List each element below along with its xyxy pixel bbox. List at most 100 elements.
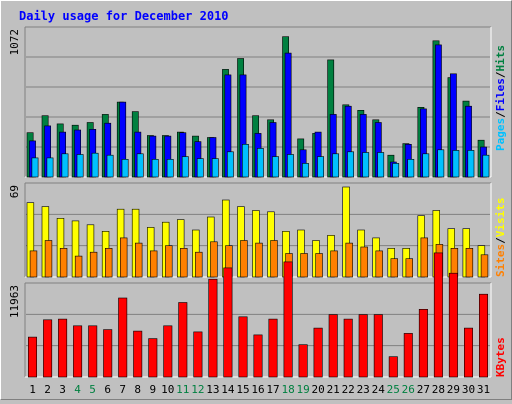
bar-sites-day-13 (210, 241, 218, 278)
x-tick-label-day-8: 8 (134, 383, 141, 396)
bar-pages-day-7 (121, 159, 129, 178)
bar-kbytes-day-1 (27, 336, 37, 378)
bar-kbytes-day-23 (358, 314, 368, 378)
bar-kbytes-day-10 (163, 325, 173, 378)
bar-sites-day-26 (405, 258, 413, 278)
bar-kbytes-day-16 (253, 334, 263, 378)
bar-pages-day-21 (332, 153, 339, 178)
legend-text: KBytes (494, 337, 507, 377)
bar-kbytes-day-22 (343, 318, 353, 378)
x-tick-label-day-7: 7 (119, 383, 126, 396)
legend-item-files: Files (494, 78, 507, 111)
bar-pages-day-10 (166, 159, 174, 178)
legend-item-visits: Visits (494, 198, 507, 238)
bar-sites-day-3 (59, 248, 68, 278)
chart-title: Daily usage for December 2010 (19, 9, 229, 23)
bar-kbytes-day-26 (403, 333, 413, 378)
bar-sites-day-19 (300, 253, 308, 278)
bar-pages-day-9 (151, 159, 159, 178)
bar-kbytes-day-2 (43, 319, 53, 378)
x-tick-label-day-3: 3 (59, 383, 66, 396)
bar-kbytes-day-7 (118, 297, 128, 378)
x-tick-label-day-27: 27 (417, 383, 430, 396)
panel-max-label: 1072 (8, 29, 21, 56)
bar-sites-day-12 (195, 251, 203, 278)
x-tick-label-day-12: 12 (191, 383, 204, 396)
bar-pages-day-15 (242, 144, 249, 178)
bar-kbytes-day-4 (73, 325, 83, 378)
x-tick-label-day-31: 31 (477, 383, 490, 396)
bar-kbytes-day-17 (268, 318, 278, 378)
bar-kbytes-day-28 (433, 252, 443, 378)
bar-kbytes-day-6 (103, 329, 113, 378)
panel-max-label: 69 (8, 185, 21, 198)
bar-pages-day-28 (437, 149, 445, 178)
x-tick-label-day-14: 14 (221, 383, 235, 396)
bar-pages-day-6 (106, 154, 114, 178)
bar-pages-day-8 (136, 153, 144, 178)
x-tick-label-day-9: 9 (149, 383, 156, 396)
bar-sites-day-22 (345, 242, 353, 278)
x-tick-label-day-21: 21 (327, 383, 340, 396)
bar-sites-day-4 (74, 255, 83, 278)
bar-kbytes-day-5 (88, 325, 98, 378)
bar-kbytes-day-25 (388, 356, 398, 378)
bar-sites-day-1 (29, 250, 38, 278)
bar-pages-day-25 (392, 163, 400, 178)
bar-pages-day-27 (422, 153, 430, 178)
bar-kbytes-day-19 (298, 344, 308, 378)
x-tick-label-day-18: 18 (281, 383, 294, 396)
bar-pages-day-31 (482, 154, 490, 178)
bar-sites-day-11 (180, 248, 188, 278)
bar-kbytes-day-24 (373, 314, 383, 378)
x-tick-label-day-26: 26 (402, 383, 415, 396)
x-tick-label-day-30: 30 (462, 383, 475, 396)
bar-sites-day-17 (270, 240, 278, 278)
x-tick-label-day-1: 1 (29, 383, 36, 396)
bar-sites-day-25 (390, 258, 398, 278)
legend-separator: / (494, 237, 507, 244)
bar-kbytes-day-15 (238, 316, 248, 378)
bar-pages-day-1 (31, 157, 39, 178)
legend-text: Pages/Files/Hits (494, 45, 507, 151)
bar-pages-day-23 (362, 152, 370, 178)
bar-kbytes-day-29 (448, 272, 458, 378)
bar-sites-day-16 (255, 242, 263, 278)
bar-kbytes-day-31 (478, 293, 488, 378)
legend-separator: / (494, 71, 507, 78)
bar-pages-day-4 (76, 154, 84, 178)
bar-pages-day-16 (256, 148, 264, 178)
bar-kbytes-day-20 (313, 327, 323, 378)
bar-kbytes-day-8 (133, 330, 143, 378)
bar-sites-day-7 (120, 237, 128, 278)
x-tick-label-day-28: 28 (432, 383, 445, 396)
bar-kbytes-day-14 (223, 267, 233, 378)
x-tick-label-day-11: 11 (176, 383, 189, 396)
bar-kbytes-day-27 (418, 308, 428, 378)
bar-sites-day-21 (330, 250, 338, 278)
x-tick-label-day-19: 19 (296, 383, 309, 396)
bar-pages-day-17 (272, 156, 279, 178)
bar-kbytes-day-9 (148, 338, 158, 378)
bar-sites-day-2 (44, 240, 53, 278)
x-tick-label-day-10: 10 (161, 383, 174, 396)
x-tick-label-day-20: 20 (311, 383, 324, 396)
x-tick-label-day-16: 16 (251, 383, 264, 396)
bar-sites-day-8 (135, 242, 143, 278)
bar-pages-day-24 (377, 152, 385, 178)
bar-kbytes-day-30 (463, 327, 473, 378)
bar-pages-day-13 (211, 158, 219, 178)
x-tick-label-day-2: 2 (44, 383, 51, 396)
legend-text: Sites/Visits (494, 198, 507, 278)
bar-sites-day-9 (150, 250, 158, 278)
x-tick-label-day-24: 24 (372, 383, 386, 396)
bar-pages-day-22 (347, 151, 354, 178)
x-tick-label-day-29: 29 (447, 383, 460, 396)
x-tick-label-day-5: 5 (89, 383, 96, 396)
x-tick-label-day-13: 13 (206, 383, 219, 396)
bar-kbytes-day-21 (328, 314, 338, 378)
x-tick-label-day-22: 22 (342, 383, 355, 396)
bar-kbytes-day-11 (178, 302, 188, 378)
